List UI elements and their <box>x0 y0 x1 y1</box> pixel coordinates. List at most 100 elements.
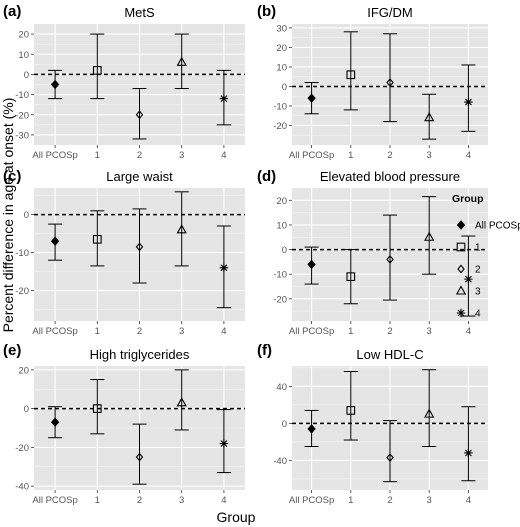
y-tick-label: 10 <box>276 220 287 231</box>
y-tick-label: -40 <box>15 482 29 493</box>
error-bar-group-3 <box>174 33 189 90</box>
panel-title: High triglycerides <box>90 347 190 362</box>
y-tick-label: 20 <box>276 196 287 207</box>
y-tick-label: 0 <box>24 404 29 415</box>
point-marker <box>346 70 356 80</box>
y-tick-label: -10 <box>273 270 287 281</box>
legend-entry: 3 <box>455 285 481 298</box>
x-tick-label: 1 <box>348 150 353 161</box>
y-tick-label: -10 <box>15 248 29 259</box>
point-marker <box>135 452 144 462</box>
legend: Group All PCOSp 1 2 3 4 <box>452 193 520 320</box>
y-tick-label: 0 <box>282 82 287 93</box>
legend-entry: All PCOSp <box>456 220 520 232</box>
point-marker <box>219 263 229 272</box>
point-marker-shape <box>50 79 60 90</box>
x-tick-label: 2 <box>137 326 142 337</box>
y-tick-label: -10 <box>273 101 287 112</box>
y-tick-label: -30 <box>15 130 29 141</box>
x-tick-label: All PCOSp <box>32 150 77 161</box>
error-bar-group-4 <box>461 235 476 317</box>
x-tick-label: 3 <box>427 495 432 506</box>
point-marker <box>92 66 102 75</box>
error-bar-group-1 <box>343 31 358 111</box>
legend-key <box>457 264 465 274</box>
x-tick-label: 1 <box>95 495 100 506</box>
error-bar-group-1 <box>90 33 105 100</box>
panel-label: (b) <box>257 3 276 20</box>
legend-key <box>456 308 466 318</box>
x-tick-label: 3 <box>179 495 184 506</box>
point-marker-shape <box>176 224 187 234</box>
x-tick-label: 2 <box>387 150 392 161</box>
y-tick-label: -20 <box>15 443 29 454</box>
point-marker-shape <box>92 66 102 75</box>
x-tick-label: 2 <box>387 495 392 506</box>
point-marker <box>424 231 435 241</box>
x-tick-label: 4 <box>221 326 226 337</box>
y-tick-label: 0 <box>282 245 287 256</box>
panel-title: Elevated blood pressure <box>320 169 460 184</box>
point-marker-shape <box>424 408 435 418</box>
error-bar-group-4 <box>216 225 231 309</box>
error-bar-group-3 <box>422 369 437 448</box>
panel-label: (c) <box>3 168 21 185</box>
point-marker-shape <box>50 236 60 246</box>
point-marker <box>135 110 144 120</box>
legend-key-shape <box>456 220 466 230</box>
point-marker <box>50 417 60 427</box>
point-marker <box>307 424 316 434</box>
y-tick-label: 20 <box>18 365 29 376</box>
point-marker-shape <box>386 453 394 463</box>
panel-label: (d) <box>257 168 276 185</box>
y-tick-label: 0 <box>282 419 287 430</box>
error-bar-all-pcosp <box>304 246 319 285</box>
x-tick-label: 1 <box>348 326 353 337</box>
point-marker <box>219 439 229 448</box>
y-tick-label: 20 <box>276 43 287 54</box>
panel-title: IFG/DM <box>367 5 413 20</box>
point-marker-shape <box>307 259 316 270</box>
error-bar-group-3 <box>422 93 437 140</box>
x-tick-label: 3 <box>427 150 432 161</box>
point-marker <box>386 453 394 463</box>
y-tick-label: 40 <box>276 382 287 393</box>
point-marker-shape <box>176 397 187 407</box>
y-tick-label: -20 <box>15 286 29 297</box>
y-tick-label: -20 <box>15 110 29 121</box>
point-marker-shape <box>135 452 144 462</box>
point-marker <box>176 224 187 234</box>
x-tick-label: 2 <box>137 150 142 161</box>
point-marker <box>50 79 60 90</box>
point-marker-shape <box>424 231 435 241</box>
point-marker-shape <box>464 97 473 107</box>
error-bar-group-1 <box>343 371 358 441</box>
x-tick-label: 4 <box>221 495 226 506</box>
panel-title: MetS <box>124 5 155 20</box>
point-marker-shape <box>307 93 316 103</box>
point-marker-shape <box>50 417 60 427</box>
legend-key <box>456 242 466 252</box>
point-marker <box>307 93 316 103</box>
legend-key-shape <box>456 308 466 318</box>
legend-key-shape <box>455 285 467 295</box>
error-bar-all-pcosp <box>48 69 63 100</box>
error-bar-group-2 <box>383 33 397 123</box>
x-tick-label: 1 <box>95 326 100 337</box>
point-marker <box>346 406 356 415</box>
panel-a: (a) MetS -30 -20 -10 0 10 20 All PCOSp 1 2 3 4 <box>3 3 245 161</box>
point-marker-shape <box>176 56 187 66</box>
legend-label: 2 <box>475 265 481 276</box>
y-tick-label: 0 <box>24 70 29 81</box>
error-bar-all-pcosp <box>48 223 63 261</box>
x-tick-label: 1 <box>95 150 100 161</box>
point-marker-shape <box>219 263 229 272</box>
panel-e: (e) High triglycerides -40 -20 0 20 All PCOSp 1… <box>3 342 245 506</box>
error-bar-group-4 <box>216 409 231 474</box>
panel-title: Large waist <box>106 169 173 184</box>
point-marker-shape <box>135 110 144 120</box>
x-tick-label: 4 <box>466 495 471 506</box>
error-bar-group-1 <box>90 379 105 435</box>
error-bar-group-4 <box>461 406 476 482</box>
